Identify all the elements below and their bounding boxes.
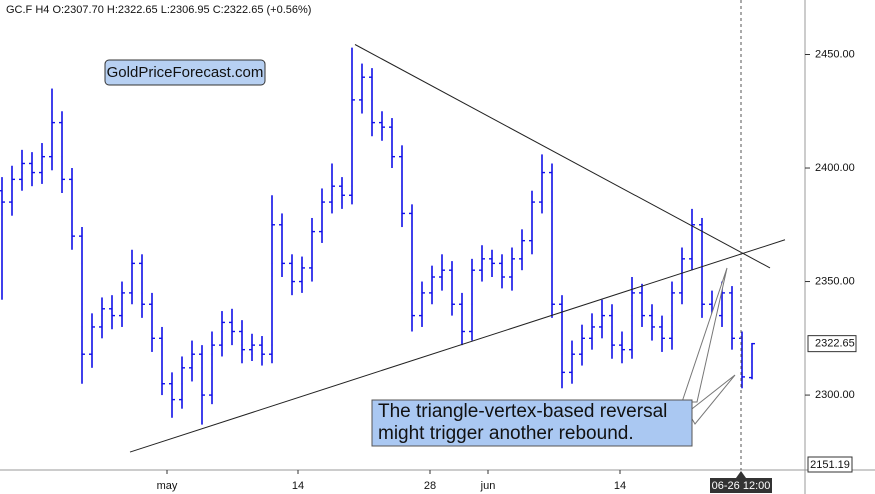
trendline — [354, 44, 771, 269]
y-tick-label: 2350.00 — [815, 275, 855, 287]
plot-area — [0, 44, 786, 453]
last-price-box — [807, 335, 857, 353]
y-tick-label: 2450.00 — [815, 48, 855, 60]
callout-box — [371, 399, 693, 447]
bottom-label-box — [807, 456, 853, 473]
x-tick-label: 14 — [292, 480, 304, 492]
x-tick-label: may — [157, 480, 178, 492]
callout-text: might trigger another rebound. — [378, 423, 634, 444]
watermark-box — [104, 59, 266, 86]
y-tick-label: 2300.00 — [815, 389, 855, 401]
last-price-label: 2322.65 — [815, 338, 855, 350]
crosshair-box — [710, 478, 772, 493]
crosshair-label: 06-26 12:00 — [712, 480, 771, 492]
x-tick-label: 28 — [424, 480, 436, 492]
chart-title: GC.F H4 O:2307.70 H:2322.65 L:2306.95 C:… — [6, 4, 311, 16]
x-tick-label: 14 — [614, 480, 626, 492]
x-tick-label: jun — [480, 480, 496, 492]
crosshair-marker — [736, 471, 746, 478]
y-tick-label: 2400.00 — [815, 162, 855, 174]
bottom-label: 2151.19 — [810, 459, 850, 471]
callout-text: The triangle-vertex-based reversal — [378, 401, 667, 422]
watermark: GoldPriceForecast.com — [107, 64, 264, 81]
trendline — [129, 239, 786, 453]
